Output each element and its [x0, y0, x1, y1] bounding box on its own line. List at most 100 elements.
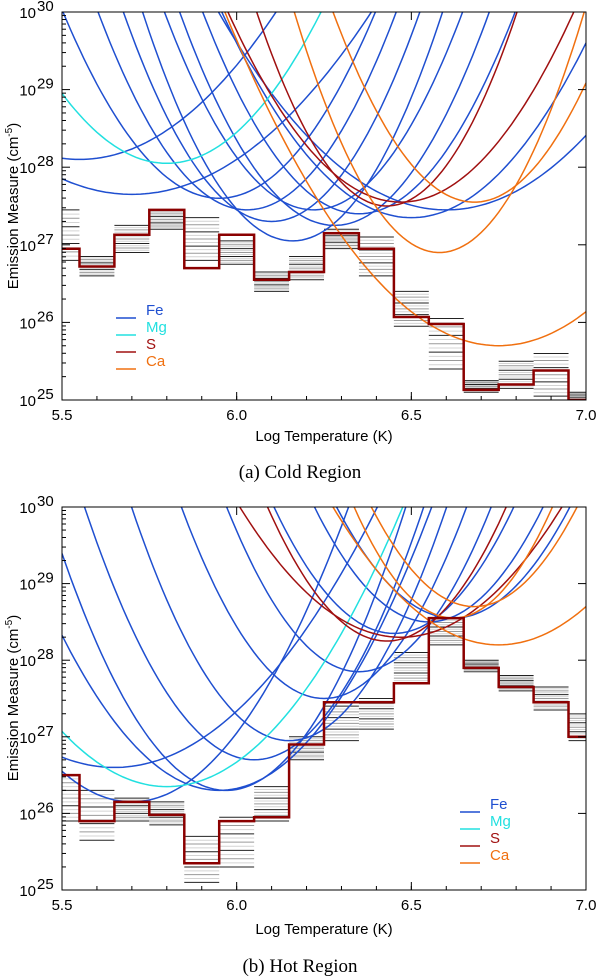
legend-label-ca: Ca	[146, 353, 166, 370]
em-loci-curve-fe	[122, 12, 421, 223]
y-tick-exponent: 28	[37, 646, 54, 663]
y-tick-exponent: 27	[37, 723, 54, 740]
em-loci-curve-s	[266, 507, 507, 642]
y-tick-label: 10	[19, 238, 36, 255]
y-tick-exponent: 29	[37, 76, 54, 93]
y-tick-label: 10	[19, 500, 36, 517]
y-tick-exponent: 30	[37, 0, 54, 15]
em-loci-curve-s	[227, 12, 575, 203]
mc-band	[219, 240, 255, 265]
y-tick-label: 10	[19, 83, 36, 100]
em-loci-curve-ca	[353, 507, 554, 619]
y-tick-label: 10	[19, 806, 36, 823]
em-loci-curve-fe	[217, 12, 586, 211]
legend-label-ca: Ca	[490, 847, 510, 864]
x-tick-label: 5.5	[52, 407, 73, 424]
mc-band	[463, 659, 499, 673]
mc-band	[498, 360, 534, 389]
mc-band	[358, 236, 394, 277]
legend-label-fe: Fe	[490, 796, 508, 813]
x-axis-label: Log Temperature (K)	[255, 921, 392, 938]
y-tick-label: 10	[19, 883, 36, 900]
mc-band	[533, 686, 569, 711]
em-loci-curve-fe	[273, 507, 515, 635]
y-tick-exponent: 26	[37, 308, 54, 325]
x-tick-label: 6.5	[401, 897, 422, 914]
y-tick-label: 10	[19, 160, 36, 177]
mc-band	[393, 652, 429, 684]
y-tick-label: 10	[19, 393, 36, 410]
em-loci-curve-fe	[97, 12, 398, 211]
y-tick-label: 10	[19, 5, 36, 22]
y-tick-label: 10	[19, 653, 36, 670]
mc-band	[324, 705, 359, 742]
em-loci-curve-fe	[178, 12, 491, 227]
mc-band	[79, 255, 115, 277]
mc-band	[219, 816, 255, 868]
y-tick-exponent: 29	[37, 570, 54, 587]
mc-band	[358, 698, 394, 730]
em-loci-curve-ca	[332, 507, 586, 646]
em-loci-curve-ca	[370, 507, 578, 608]
em-loci-curve-mg	[62, 12, 322, 165]
em-loci-curve-fe	[62, 507, 350, 803]
plot-frame	[61, 506, 587, 891]
em-loci-curve-ca	[224, 12, 586, 347]
em-loci-curve-s	[255, 12, 518, 207]
legend-label-s: S	[490, 830, 500, 847]
em-loci-curve-fe	[62, 12, 373, 196]
em-loci-curve-s	[238, 507, 563, 638]
legend-label-mg: Mg	[146, 319, 167, 336]
em-loci-curve-fe	[225, 507, 492, 673]
mc-band	[289, 255, 324, 281]
y-tick-exponent: 25	[37, 876, 54, 893]
em-loci-curve-fe	[313, 507, 544, 623]
em-solution-step-line	[62, 616, 586, 865]
y-tick-exponent: 26	[37, 799, 54, 816]
mc-band	[533, 352, 569, 397]
legend-label-s: S	[146, 336, 156, 353]
mc-band	[149, 209, 185, 230]
mc-band	[79, 789, 115, 841]
mc-band	[254, 271, 290, 292]
em-loci-curve-ca	[293, 12, 586, 254]
y-axis-label: Emission Measure (cm-5)	[4, 123, 22, 289]
legend-label-fe: Fe	[146, 302, 164, 319]
y-tick-exponent: 25	[37, 386, 54, 403]
panel-caption: (a) Cold Region	[239, 462, 362, 483]
em-loci-curve-mg	[62, 507, 404, 788]
mc-band	[498, 675, 534, 692]
y-tick-exponent: 28	[37, 153, 54, 170]
mc-band	[184, 835, 220, 883]
em-loci-curve-fe	[201, 12, 516, 215]
x-tick-label: 6.0	[226, 897, 247, 914]
x-tick-label: 7.0	[576, 897, 597, 914]
y-tick-label: 10	[19, 577, 36, 594]
y-axis-label: Emission Measure (cm-5)	[4, 615, 22, 781]
x-tick-label: 5.5	[52, 897, 73, 914]
plot-frame	[61, 11, 587, 401]
x-tick-label: 6.5	[401, 407, 422, 424]
x-axis-label: Log Temperature (K)	[255, 428, 392, 445]
em-loci-curve-fe	[220, 12, 586, 219]
mc-band	[324, 228, 359, 250]
em-loci-curve-fe	[62, 12, 277, 161]
em-loci-curve-fe	[180, 507, 468, 700]
mc-band	[254, 786, 290, 822]
mc-band	[184, 217, 220, 261]
y-tick-label: 10	[19, 730, 36, 747]
y-tick-exponent: 30	[37, 493, 54, 510]
mc-band	[114, 224, 150, 254]
em-loci-curve-fe	[62, 507, 379, 769]
legend-label-mg: Mg	[490, 813, 511, 830]
panel-caption: (b) Hot Region	[242, 956, 358, 977]
y-tick-label: 10	[19, 315, 36, 332]
mc-band	[428, 318, 464, 370]
em-loci-curve-fe	[141, 12, 444, 242]
em-loci-curve-ca	[332, 12, 586, 203]
x-tick-label: 6.0	[226, 407, 247, 424]
em-solution-step-line	[62, 208, 586, 400]
